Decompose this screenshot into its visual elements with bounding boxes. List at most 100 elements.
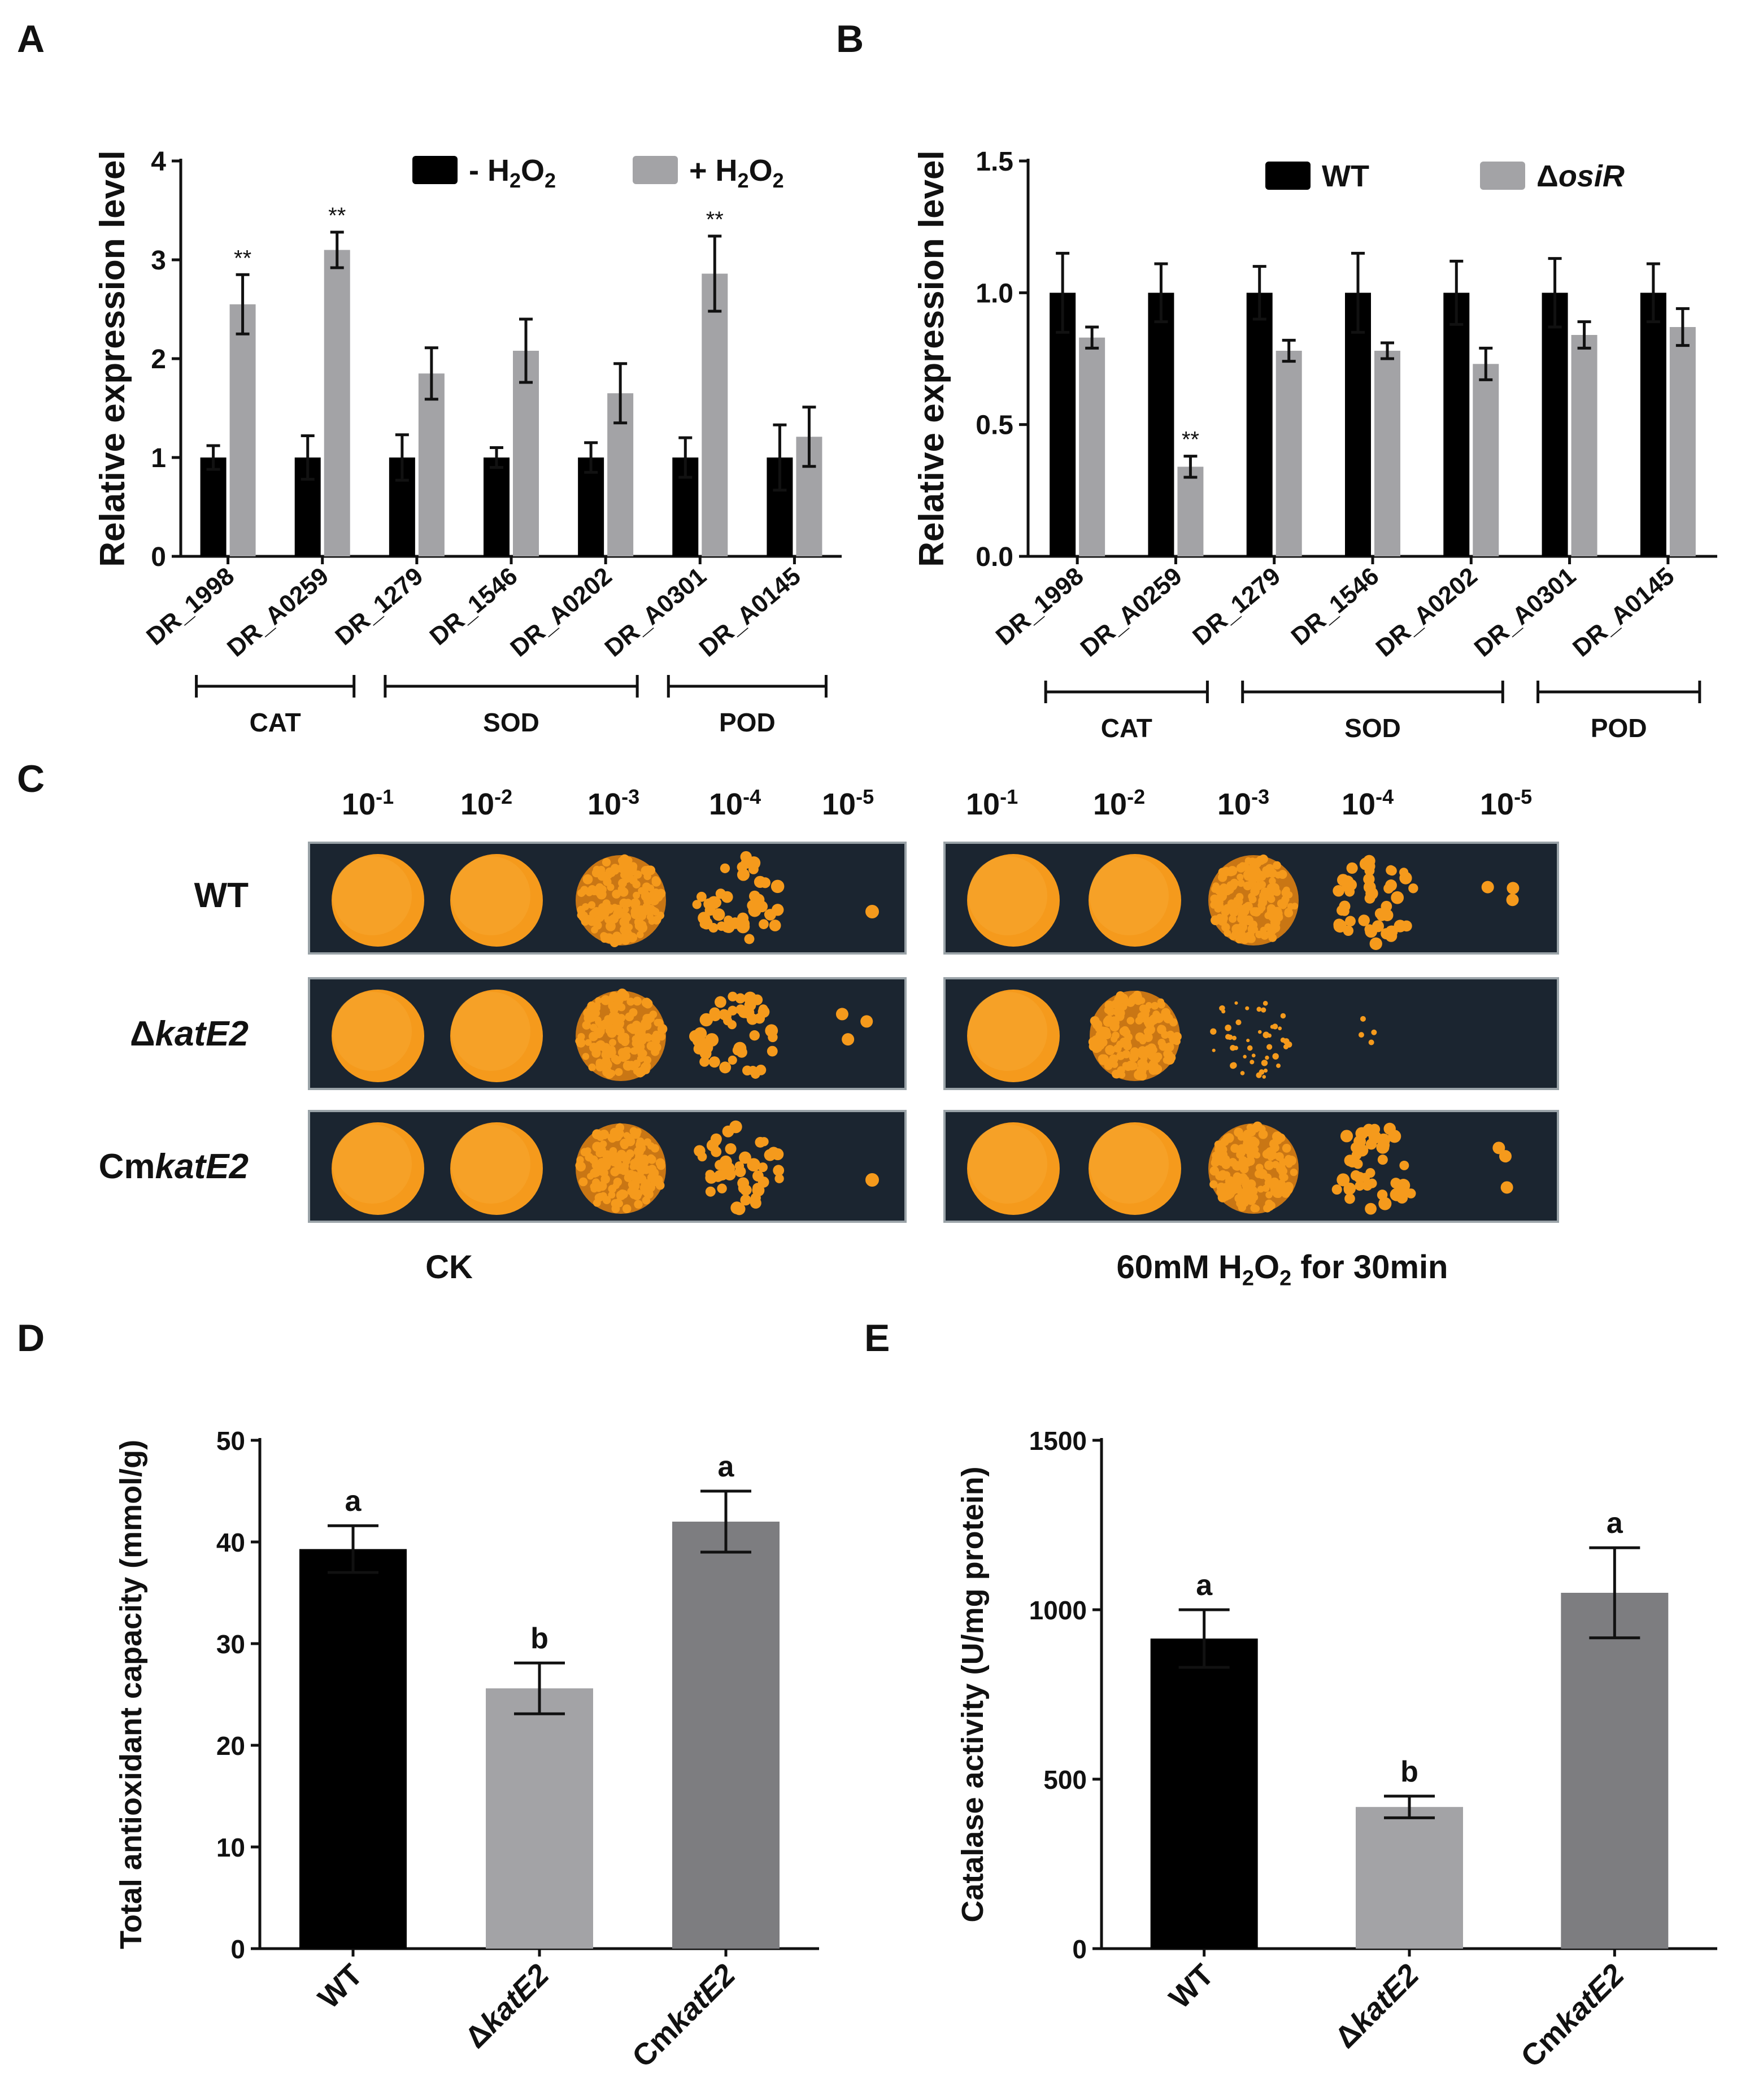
colony <box>594 1182 602 1191</box>
colony <box>1210 1028 1217 1035</box>
colony <box>602 857 611 867</box>
colony <box>1263 1001 1268 1006</box>
colony <box>602 1056 611 1065</box>
colony <box>1212 1151 1220 1160</box>
bar <box>1374 351 1400 556</box>
colony <box>622 862 630 870</box>
colony <box>1240 1175 1250 1184</box>
colony <box>1152 1010 1160 1018</box>
bar <box>1148 293 1174 556</box>
colony <box>628 1061 635 1069</box>
colony <box>593 1199 601 1207</box>
colony <box>737 868 750 881</box>
plate-spots <box>332 1120 879 1215</box>
colony <box>653 1038 660 1045</box>
colony <box>643 1138 652 1146</box>
colony <box>1281 895 1290 904</box>
colony <box>1507 882 1520 895</box>
group-label: POD <box>1591 713 1647 743</box>
colony <box>1157 1025 1165 1032</box>
colony <box>1283 1038 1290 1045</box>
colony <box>595 1060 604 1068</box>
colony <box>657 1023 668 1034</box>
colony-lawn-shade <box>451 992 530 1071</box>
x-tick-label: CmkatE2 <box>1514 1958 1631 2074</box>
colony <box>705 1186 716 1197</box>
significance-mark: ** <box>328 203 346 228</box>
colony <box>1092 1019 1103 1030</box>
colony <box>1242 903 1249 911</box>
x-tick-label: DR_A0259 <box>1076 562 1187 662</box>
bar <box>486 1688 593 1949</box>
x-tick-label: DR_A0145 <box>694 562 806 662</box>
colony <box>1119 1027 1128 1036</box>
colony <box>582 903 589 910</box>
colony <box>613 908 624 918</box>
colony <box>654 1175 663 1185</box>
colony <box>1223 1190 1234 1200</box>
colony <box>604 1157 613 1166</box>
dilution-label: 10-2 <box>460 785 513 821</box>
y-tick-label: 1500 <box>1029 1426 1087 1456</box>
colony <box>1365 1203 1377 1215</box>
colony <box>609 1039 617 1047</box>
colony <box>616 1190 626 1200</box>
colony <box>597 1144 604 1152</box>
colony <box>740 1194 751 1206</box>
plate-ck-row-3 <box>308 1110 907 1223</box>
colony <box>758 1162 768 1173</box>
colony <box>1500 1181 1513 1194</box>
colony <box>1270 1025 1275 1029</box>
colony <box>1169 1018 1178 1027</box>
colony <box>1237 879 1245 887</box>
colony <box>1129 1062 1138 1070</box>
plate-spots <box>332 988 873 1082</box>
colony <box>624 1173 633 1182</box>
y-tick-label: 1 <box>151 443 166 473</box>
strain-label-katE2-complemented: CmkatE2 <box>98 1147 249 1186</box>
colony <box>608 1191 616 1199</box>
catalase-activity-chart: Catalase activity (U/mg protein) 0 500 1000… <box>956 1426 1717 2074</box>
colony <box>1267 927 1276 936</box>
colony <box>1261 1060 1268 1066</box>
colony <box>1367 1178 1377 1188</box>
colony <box>1140 1055 1148 1062</box>
colony <box>1234 1045 1238 1051</box>
colony <box>580 911 588 920</box>
colony <box>587 901 596 909</box>
colony <box>642 890 649 897</box>
colony <box>692 1034 706 1047</box>
significance-letter: b <box>1400 1755 1418 1788</box>
y-tick-label: 0 <box>230 1935 245 1964</box>
colony <box>618 878 627 888</box>
colony <box>704 905 716 916</box>
legend-label: - H2O2 <box>469 154 556 192</box>
significance-mark: ** <box>706 207 724 232</box>
bar <box>1079 337 1105 556</box>
dilution-label: 10-4 <box>709 785 761 821</box>
colony-lawn-shade <box>968 1125 1047 1204</box>
colony <box>1390 1178 1401 1189</box>
colony <box>774 1174 784 1183</box>
colony <box>1262 1184 1270 1192</box>
colony <box>622 1204 632 1213</box>
colony <box>626 923 633 931</box>
colony <box>632 1035 639 1043</box>
plate-ck-row-1 <box>308 842 907 955</box>
colony <box>1221 1160 1231 1169</box>
colony <box>750 1197 761 1209</box>
colony <box>578 1177 588 1187</box>
colony <box>614 1160 622 1168</box>
colony <box>708 1056 720 1068</box>
colony-lawn-shade <box>968 856 1047 935</box>
colony <box>1369 1123 1381 1135</box>
y-tick-label: 0 <box>1072 1935 1087 1964</box>
colony <box>1280 1013 1286 1019</box>
colony <box>633 1067 641 1075</box>
colony <box>633 870 642 879</box>
colony <box>610 938 619 948</box>
colony <box>1386 865 1396 875</box>
colony <box>1371 1029 1377 1035</box>
colony <box>1339 906 1349 916</box>
colony <box>1263 1068 1268 1073</box>
